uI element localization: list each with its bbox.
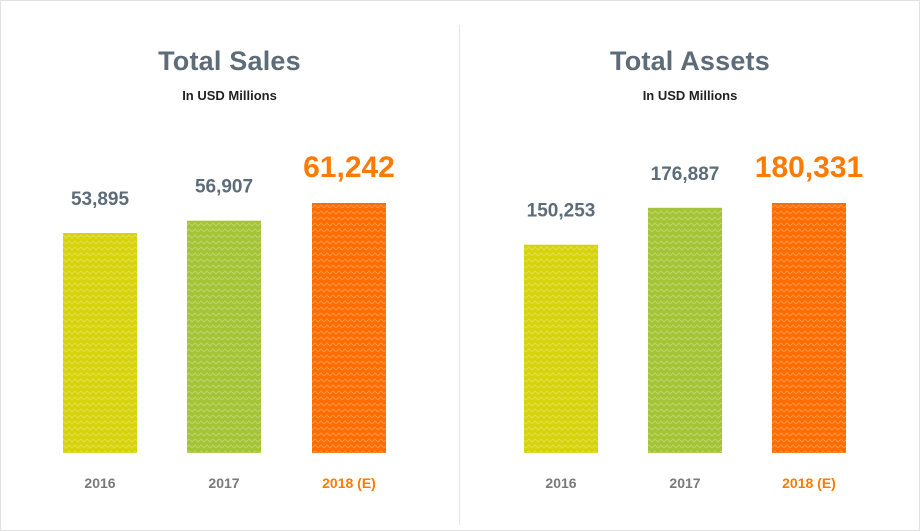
bar-2018-e <box>312 203 386 453</box>
chart-title: Total Assets <box>610 46 770 76</box>
value-label: 61,242 <box>303 151 395 184</box>
bar-2017 <box>187 220 261 453</box>
bar-2016 <box>524 244 598 453</box>
value-label: 176,887 <box>651 164 720 185</box>
category-label: 2018 (E) <box>782 475 836 491</box>
total-sales-panel: Total Sales In USD Millions 53,895 2016 56… <box>0 0 459 531</box>
value-label: 180,331 <box>755 151 863 184</box>
chart-title: Total Sales <box>158 46 301 76</box>
category-label: 2017 <box>208 475 239 491</box>
chart-subtitle: In USD Millions <box>642 88 738 103</box>
value-label: 56,907 <box>195 177 253 198</box>
bar-2018-e <box>772 203 846 453</box>
category-label: 2016 <box>545 475 576 491</box>
bar-2016 <box>63 233 137 453</box>
panel-divider <box>459 25 460 525</box>
total-sales-chart: 53,895 2016 56,907 2017 61,242 2018 (E) <box>63 151 395 491</box>
value-label: 150,253 <box>527 201 596 222</box>
category-label: 2018 (E) <box>322 475 376 491</box>
category-label: 2016 <box>84 475 115 491</box>
total-assets-chart: 150,253 2016 176,887 2017 180,331 2018 (E) <box>524 151 863 491</box>
total-assets-panel: Total Assets In USD Millions 150,253 2016… <box>460 0 920 531</box>
bar-2017 <box>648 207 722 453</box>
category-label: 2017 <box>669 475 700 491</box>
value-label: 53,895 <box>71 189 130 210</box>
chart-subtitle: In USD Millions <box>182 88 277 103</box>
